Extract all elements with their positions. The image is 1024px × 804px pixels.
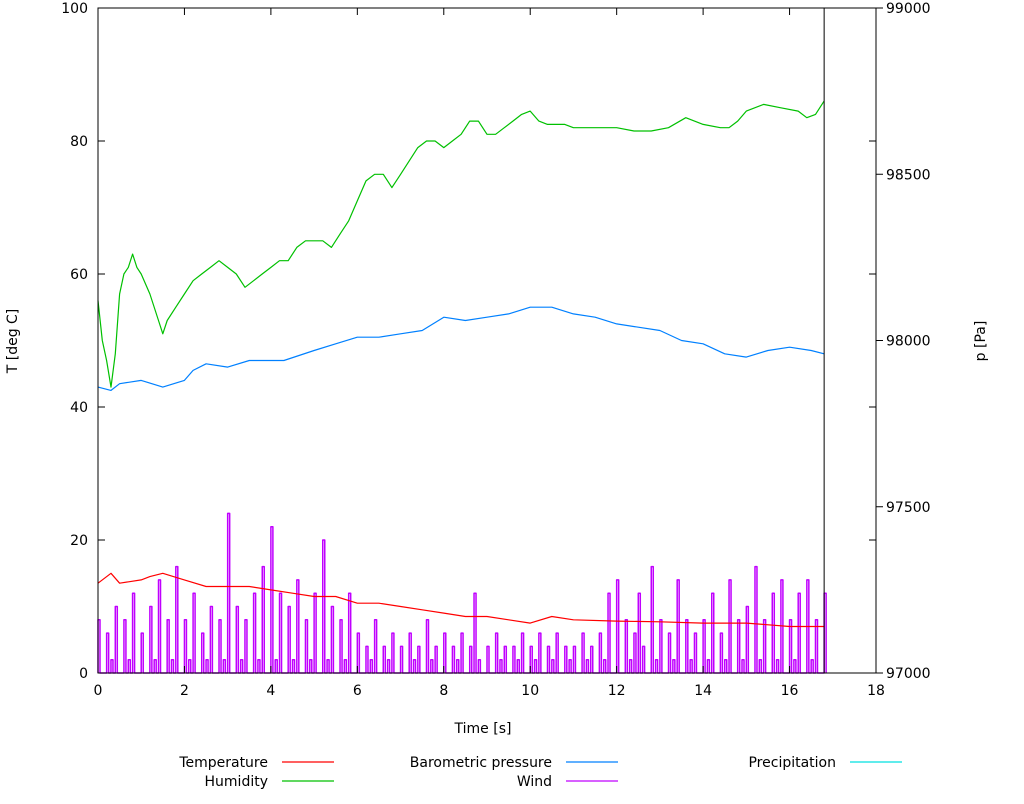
y-axis-label: T [deg C] (5, 309, 21, 375)
y-tick-label: 100 (61, 1, 88, 17)
x-tick-label: 18 (867, 683, 885, 699)
series-temperature (97, 572, 825, 628)
y2-tick-label: 97000 (886, 666, 931, 682)
x-tick-label: 0 (94, 683, 103, 699)
x-tick-label: 4 (266, 683, 275, 699)
axes-layer: 0 2 4 6 8 10 12 14 16 18 0 20 40 60 80 100 97000 97500 980… (61, 1, 930, 699)
y-tick-label: 20 (70, 533, 88, 549)
series-wind (97, 512, 827, 674)
legend: Temperature Humidity Barometric pressure Wi… (178, 755, 902, 790)
y2-tick-label: 97500 (886, 500, 931, 516)
y-tick-label: 60 (70, 267, 88, 283)
legend-label: Wind (517, 774, 552, 790)
y2-axis-label: p [Pa] (973, 321, 989, 362)
y-tick-label: 40 (70, 400, 88, 416)
legend-label: Humidity (205, 774, 268, 790)
series-humidity (97, 100, 825, 388)
x-tick-label: 16 (781, 683, 799, 699)
legend-label: Temperature (178, 755, 268, 771)
series-layer (97, 100, 827, 674)
x-tick-label: 12 (608, 683, 626, 699)
legend-label: Precipitation (748, 755, 836, 771)
plot-border (97, 7, 877, 674)
legend-label: Barometric pressure (410, 755, 552, 771)
y-tick-label: 0 (79, 666, 88, 682)
y2-tick-label: 99000 (886, 1, 931, 17)
y-tick-label: 80 (70, 134, 88, 150)
series-barometric-pressure (97, 306, 825, 391)
x-tick-label: 2 (180, 683, 189, 699)
x-tick-label: 14 (694, 683, 712, 699)
y2-tick-label: 98500 (886, 167, 931, 183)
x-axis-label: Time [s] (454, 721, 512, 737)
x-tick-label: 6 (353, 683, 362, 699)
x-tick-label: 8 (439, 683, 448, 699)
y2-tick-label: 98000 (886, 334, 931, 350)
x-tick-label: 10 (521, 683, 539, 699)
